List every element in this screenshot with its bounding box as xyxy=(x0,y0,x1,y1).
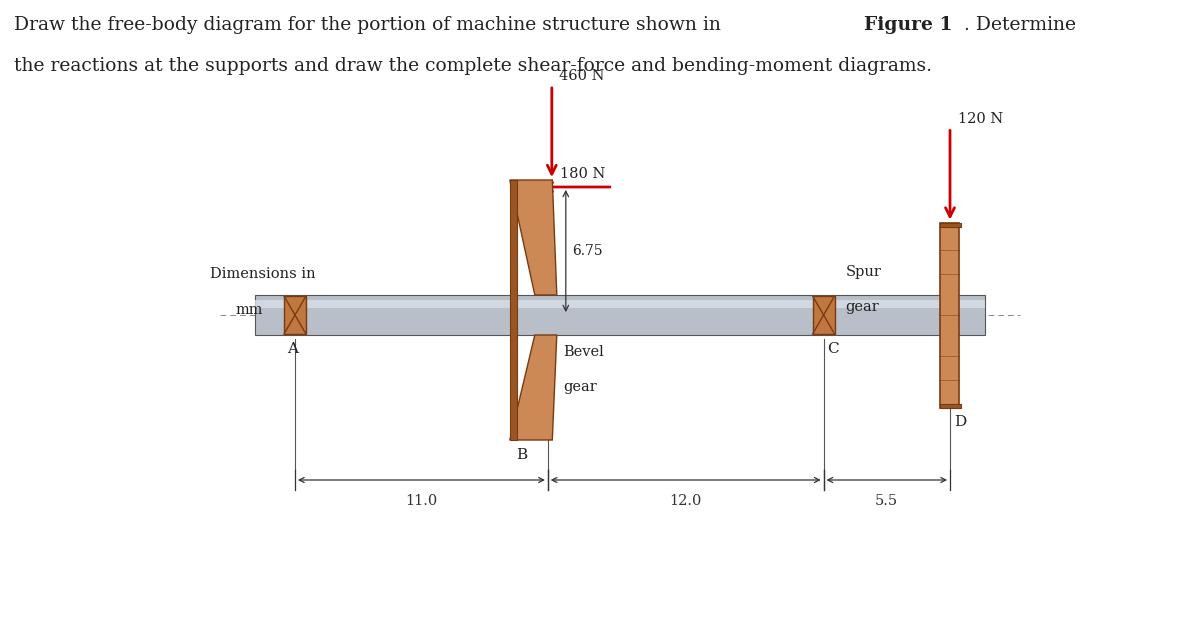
Text: A: A xyxy=(287,342,298,356)
Text: 120 N: 120 N xyxy=(958,112,1003,125)
Text: Dimensions in: Dimensions in xyxy=(210,267,316,281)
Bar xyxy=(941,223,960,407)
Text: 11.0: 11.0 xyxy=(406,494,438,508)
Polygon shape xyxy=(510,180,557,295)
Text: mm: mm xyxy=(235,303,263,317)
Bar xyxy=(940,404,960,407)
Polygon shape xyxy=(510,180,517,440)
Text: gear: gear xyxy=(846,300,880,314)
Bar xyxy=(254,295,985,335)
Text: 460 N: 460 N xyxy=(559,69,605,83)
Polygon shape xyxy=(510,335,557,440)
Text: B: B xyxy=(516,448,527,462)
Text: 5.5: 5.5 xyxy=(875,494,899,508)
Text: 6.75: 6.75 xyxy=(572,244,602,258)
Bar xyxy=(284,296,306,334)
Text: D: D xyxy=(954,415,966,430)
Text: . Determine: . Determine xyxy=(964,16,1075,33)
Text: gear: gear xyxy=(563,380,596,394)
Text: Spur: Spur xyxy=(846,265,882,279)
Text: Figure 1: Figure 1 xyxy=(864,16,953,33)
Text: 12.0: 12.0 xyxy=(670,494,702,508)
Text: 180 N: 180 N xyxy=(560,167,605,181)
Bar xyxy=(254,300,985,308)
Text: C: C xyxy=(828,342,839,356)
Bar xyxy=(812,296,834,334)
Text: Bevel: Bevel xyxy=(563,345,604,359)
Bar xyxy=(940,223,960,226)
Text: Draw the free-body diagram for the portion of machine structure shown in: Draw the free-body diagram for the porti… xyxy=(14,16,727,33)
Text: the reactions at the supports and draw the complete shear-force and bending-mome: the reactions at the supports and draw t… xyxy=(14,57,932,75)
